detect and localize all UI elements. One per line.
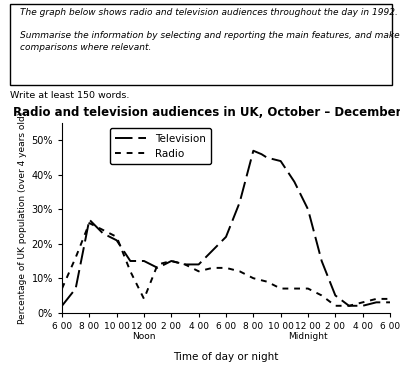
Television [155,266,160,270]
Line: Radio: Radio [62,223,390,306]
Radio [142,297,146,301]
Radio [182,262,187,267]
Radio [224,266,228,270]
Television [265,155,270,160]
Television [333,293,338,298]
Television [292,180,297,184]
Radio [169,259,174,263]
Television [360,304,365,308]
Radio [128,269,133,274]
Radio [196,269,201,274]
Television [388,300,392,305]
Radio [114,235,119,239]
Television [224,235,228,239]
Radio [210,266,215,270]
Text: The graph below shows radio and television audiences throughout the day in 1992.: The graph below shows radio and televisi… [20,8,399,52]
Television [169,259,174,263]
Radio [388,297,392,301]
FancyBboxPatch shape [10,4,392,85]
Television [374,300,379,305]
Television [259,152,264,157]
Radio [319,293,324,298]
Radio [101,228,106,232]
Television [196,262,201,267]
Television [128,259,133,263]
Television [306,207,310,211]
Radio [333,304,338,308]
Radio [73,255,78,260]
Text: Write at least 150 words.: Write at least 150 words. [10,91,129,100]
Radio [360,300,365,305]
Television [210,248,215,253]
Radio [87,221,92,226]
Television [237,200,242,205]
Line: Television: Television [62,151,390,306]
Radio [292,286,297,291]
Television [73,286,78,291]
Radio [60,286,64,291]
Radio [237,269,242,274]
X-axis label: Time of day or night: Time of day or night [173,352,279,362]
Television [101,231,106,236]
Radio [306,286,310,291]
Television [319,259,324,263]
Legend: Television, Radio: Television, Radio [110,128,211,164]
Radio [278,286,283,291]
Radio [265,279,270,284]
Radio [251,276,256,280]
Television [114,238,119,243]
Television [142,259,146,263]
Television [60,304,64,308]
Television [87,218,92,222]
Title: Radio and television audiences in UK, October – December 1992: Radio and television audiences in UK, Oc… [13,106,400,119]
Radio [155,262,160,267]
Television [346,304,352,308]
Television [251,149,256,153]
Radio [346,304,352,308]
Television [278,159,283,163]
Radio [374,297,379,301]
Television [182,262,187,267]
Y-axis label: Percentage of UK population (over 4 years old): Percentage of UK population (over 4 year… [18,112,27,324]
